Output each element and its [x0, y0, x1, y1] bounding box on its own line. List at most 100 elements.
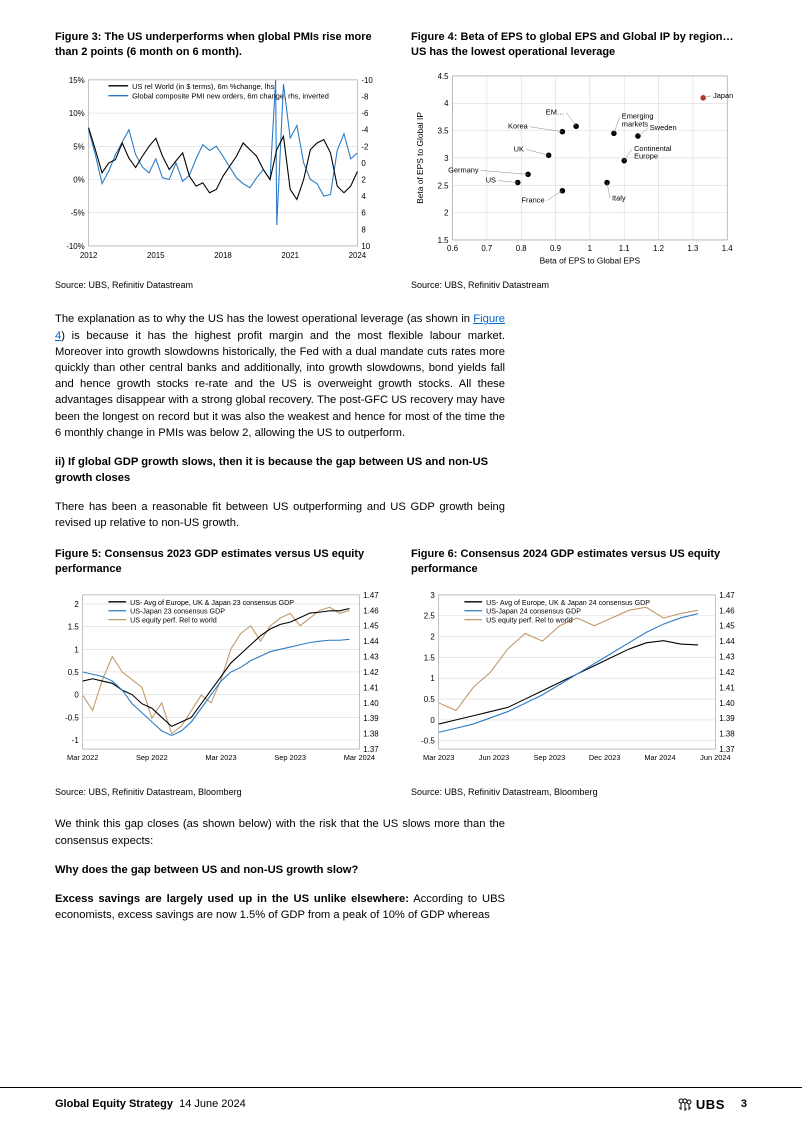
paragraph-3: We think this gap closes (as shown below…	[55, 816, 505, 848]
svg-text:1.38: 1.38	[363, 729, 379, 738]
svg-text:1.44: 1.44	[363, 637, 379, 646]
svg-text:4: 4	[444, 99, 449, 108]
svg-text:1.2: 1.2	[653, 244, 664, 253]
svg-text:2: 2	[444, 208, 448, 217]
figure-4-source: Source: UBS, Refinitiv Datastream	[411, 279, 747, 292]
svg-text:2018: 2018	[214, 250, 232, 259]
svg-text:4.5: 4.5	[438, 72, 450, 81]
svg-text:1.3: 1.3	[687, 244, 699, 253]
svg-text:0.9: 0.9	[550, 244, 562, 253]
p4-bold: Excess savings are largely used up in th…	[55, 893, 409, 905]
svg-text:Beta of EPS to Global IP: Beta of EPS to Global IP	[415, 111, 425, 203]
svg-text:Sweden: Sweden	[650, 123, 677, 132]
svg-text:1.4: 1.4	[722, 244, 734, 253]
svg-text:Mar 2022: Mar 2022	[67, 753, 98, 762]
svg-text:5%: 5%	[73, 142, 84, 151]
figures-row-2: Figure 5: Consensus 2023 GDP estimates v…	[55, 547, 747, 798]
svg-text:2.5: 2.5	[438, 181, 450, 190]
svg-text:-5%: -5%	[71, 208, 85, 217]
svg-text:1.43: 1.43	[719, 652, 735, 661]
svg-text:-4: -4	[361, 125, 369, 134]
svg-text:Global composite PMI new order: Global composite PMI new orders, 6m chan…	[132, 91, 329, 100]
paragraph-1: The explanation as to why the US has the…	[55, 311, 505, 441]
svg-text:1.5: 1.5	[424, 653, 436, 662]
svg-text:-10: -10	[361, 76, 373, 85]
svg-text:0.5: 0.5	[68, 668, 80, 677]
svg-text:1.44: 1.44	[719, 637, 735, 646]
footer-title: Global Equity Strategy	[55, 1098, 173, 1110]
svg-text:Sep 2023: Sep 2023	[533, 753, 565, 762]
svg-text:-0.5: -0.5	[421, 736, 435, 745]
svg-text:-10%: -10%	[66, 242, 84, 251]
figure-6-source: Source: UBS, Refinitiv Datastream, Bloom…	[411, 786, 747, 799]
svg-text:1: 1	[74, 645, 78, 654]
svg-text:1.45: 1.45	[363, 621, 379, 630]
footer-right: UBS 3	[676, 1096, 747, 1114]
svg-text:1.46: 1.46	[719, 606, 735, 615]
svg-text:10%: 10%	[69, 109, 85, 118]
svg-text:Italy: Italy	[612, 193, 626, 202]
figure-5-source: Source: UBS, Refinitiv Datastream, Bloom…	[55, 786, 391, 799]
svg-text:0.5: 0.5	[424, 695, 436, 704]
figure-4-title: Figure 4: Beta of EPS to global EPS and …	[411, 30, 747, 60]
figure-6-title: Figure 6: Consensus 2024 GDP estimates v…	[411, 547, 747, 577]
svg-text:3.5: 3.5	[438, 126, 450, 135]
figure-5-title: Figure 5: Consensus 2023 GDP estimates v…	[55, 547, 391, 577]
svg-text:Korea: Korea	[508, 121, 529, 130]
svg-text:US equity perf. Rel to world: US equity perf. Rel to world	[130, 616, 217, 624]
svg-text:Mar 2023: Mar 2023	[205, 753, 236, 762]
figure-3-chart: 15%10%5%0%-5%-10%-10-8-6-4-2024681020122…	[55, 70, 391, 268]
svg-text:EM…: EM…	[546, 107, 565, 116]
svg-text:0: 0	[361, 159, 366, 168]
p1-b: ) is because it has the highest profit m…	[55, 330, 505, 439]
svg-text:0.7: 0.7	[481, 244, 492, 253]
svg-text:1.40: 1.40	[719, 698, 735, 707]
svg-text:US- Avg of Europe, UK & Japan: US- Avg of Europe, UK & Japan 23 consens…	[130, 598, 294, 606]
svg-text:1.47: 1.47	[363, 591, 378, 600]
svg-text:1.38: 1.38	[719, 729, 735, 738]
svg-text:Japan: Japan	[713, 90, 733, 99]
svg-text:0.6: 0.6	[447, 244, 459, 253]
figure-6: Figure 6: Consensus 2024 GDP estimates v…	[411, 547, 747, 798]
svg-text:1.40: 1.40	[363, 698, 379, 707]
footer-date: 14 June 2024	[179, 1098, 246, 1110]
svg-text:Mar 2024: Mar 2024	[344, 753, 375, 762]
svg-text:1: 1	[430, 674, 434, 683]
svg-text:2.5: 2.5	[424, 611, 436, 620]
svg-text:US rel World (in $ terms), 6m: US rel World (in $ terms), 6m %change, l…	[132, 81, 275, 90]
svg-text:6: 6	[361, 208, 366, 217]
svg-text:15%: 15%	[69, 76, 85, 85]
svg-text:2: 2	[74, 600, 78, 609]
ubs-logo: UBS	[676, 1096, 725, 1114]
svg-text:1.46: 1.46	[363, 606, 379, 615]
svg-text:US-Japan 24 consensus GDP: US-Japan 24 consensus GDP	[486, 607, 581, 615]
svg-text:-0.5: -0.5	[65, 713, 79, 722]
p1-a: The explanation as to why the US has the…	[55, 313, 473, 325]
svg-text:1.5: 1.5	[68, 622, 80, 631]
svg-text:1.39: 1.39	[719, 714, 735, 723]
svg-text:US: US	[486, 175, 496, 184]
svg-text:Beta of EPS to Global EPS: Beta of EPS to Global EPS	[540, 255, 641, 265]
svg-text:8: 8	[361, 225, 366, 234]
figure-4: Figure 4: Beta of EPS to global EPS and …	[411, 30, 747, 291]
figure-3-title: Figure 3: The US underperforms when glob…	[55, 30, 391, 60]
svg-text:US-Japan 23 consensus GDP: US-Japan 23 consensus GDP	[130, 607, 225, 615]
figure-3: Figure 3: The US underperforms when glob…	[55, 30, 391, 291]
svg-text:1.41: 1.41	[719, 683, 734, 692]
svg-text:2015: 2015	[147, 250, 165, 259]
subheading-ii: ii) If global GDP growth slows, then it …	[55, 455, 505, 486]
svg-text:-1: -1	[72, 736, 79, 745]
svg-text:-6: -6	[361, 109, 369, 118]
figure-3-source: Source: UBS, Refinitiv Datastream	[55, 279, 391, 292]
svg-text:1.47: 1.47	[719, 591, 734, 600]
svg-text:0%: 0%	[73, 175, 84, 184]
svg-text:3: 3	[430, 591, 435, 600]
subheading-why: Why does the gap between US and non-US g…	[55, 863, 505, 879]
figure-5: Figure 5: Consensus 2023 GDP estimates v…	[55, 547, 391, 798]
svg-text:1.1: 1.1	[619, 244, 630, 253]
ubs-keys-icon	[676, 1097, 692, 1113]
svg-text:Europe: Europe	[634, 151, 658, 160]
svg-text:Sep 2022: Sep 2022	[136, 753, 168, 762]
paragraph-2: There has been a reasonable fit between …	[55, 499, 505, 531]
svg-text:Jun 2024: Jun 2024	[700, 753, 730, 762]
